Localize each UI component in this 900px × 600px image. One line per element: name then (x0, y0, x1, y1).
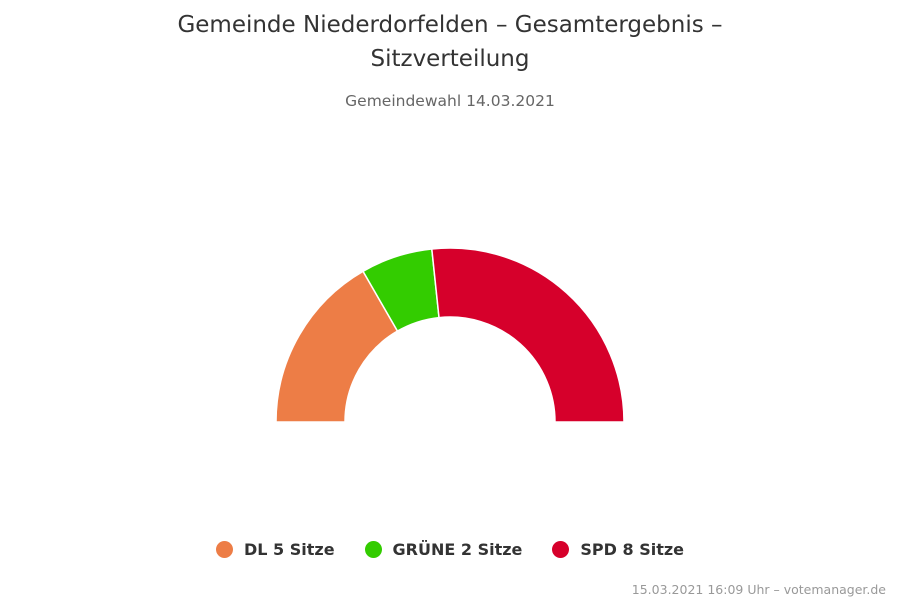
chart-title: Gemeinde Niederdorfelden – Gesamtergebni… (0, 8, 900, 76)
legend-label-dl: DL 5 Sitze (243, 540, 335, 559)
legend-item-spd[interactable]: SPD 8 Sitze (552, 540, 684, 559)
legend-item-gruene[interactable]: GRÜNE 2 Sitze (364, 540, 523, 559)
legend-item-dl[interactable]: DL 5 Sitze (215, 540, 335, 559)
chart-subtitle: Gemeindewahl 14.03.2021 (345, 92, 555, 110)
arc-segment-spd[interactable] (431, 247, 625, 423)
legend-marker-dl (215, 541, 233, 558)
chart-title-line-1: Gemeinde Niederdorfelden – Gesamtergebni… (177, 12, 723, 38)
chart-legend: DL 5 Sitze GRÜNE 2 Sitze SPD 8 Sitze (0, 540, 900, 559)
credits-link[interactable]: 15.03.2021 16:09 Uhr – votemanager.de (631, 582, 886, 597)
legend-label-spd: SPD 8 Sitze (580, 540, 685, 559)
chart-title-line-2: Sitzverteilung (370, 46, 530, 72)
semi-donut-arcs (275, 247, 625, 423)
legend-label-gruene: GRÜNE 2 Sitze (392, 540, 523, 559)
legend-marker-spd (552, 541, 570, 558)
legend-marker-gruene (364, 541, 382, 558)
